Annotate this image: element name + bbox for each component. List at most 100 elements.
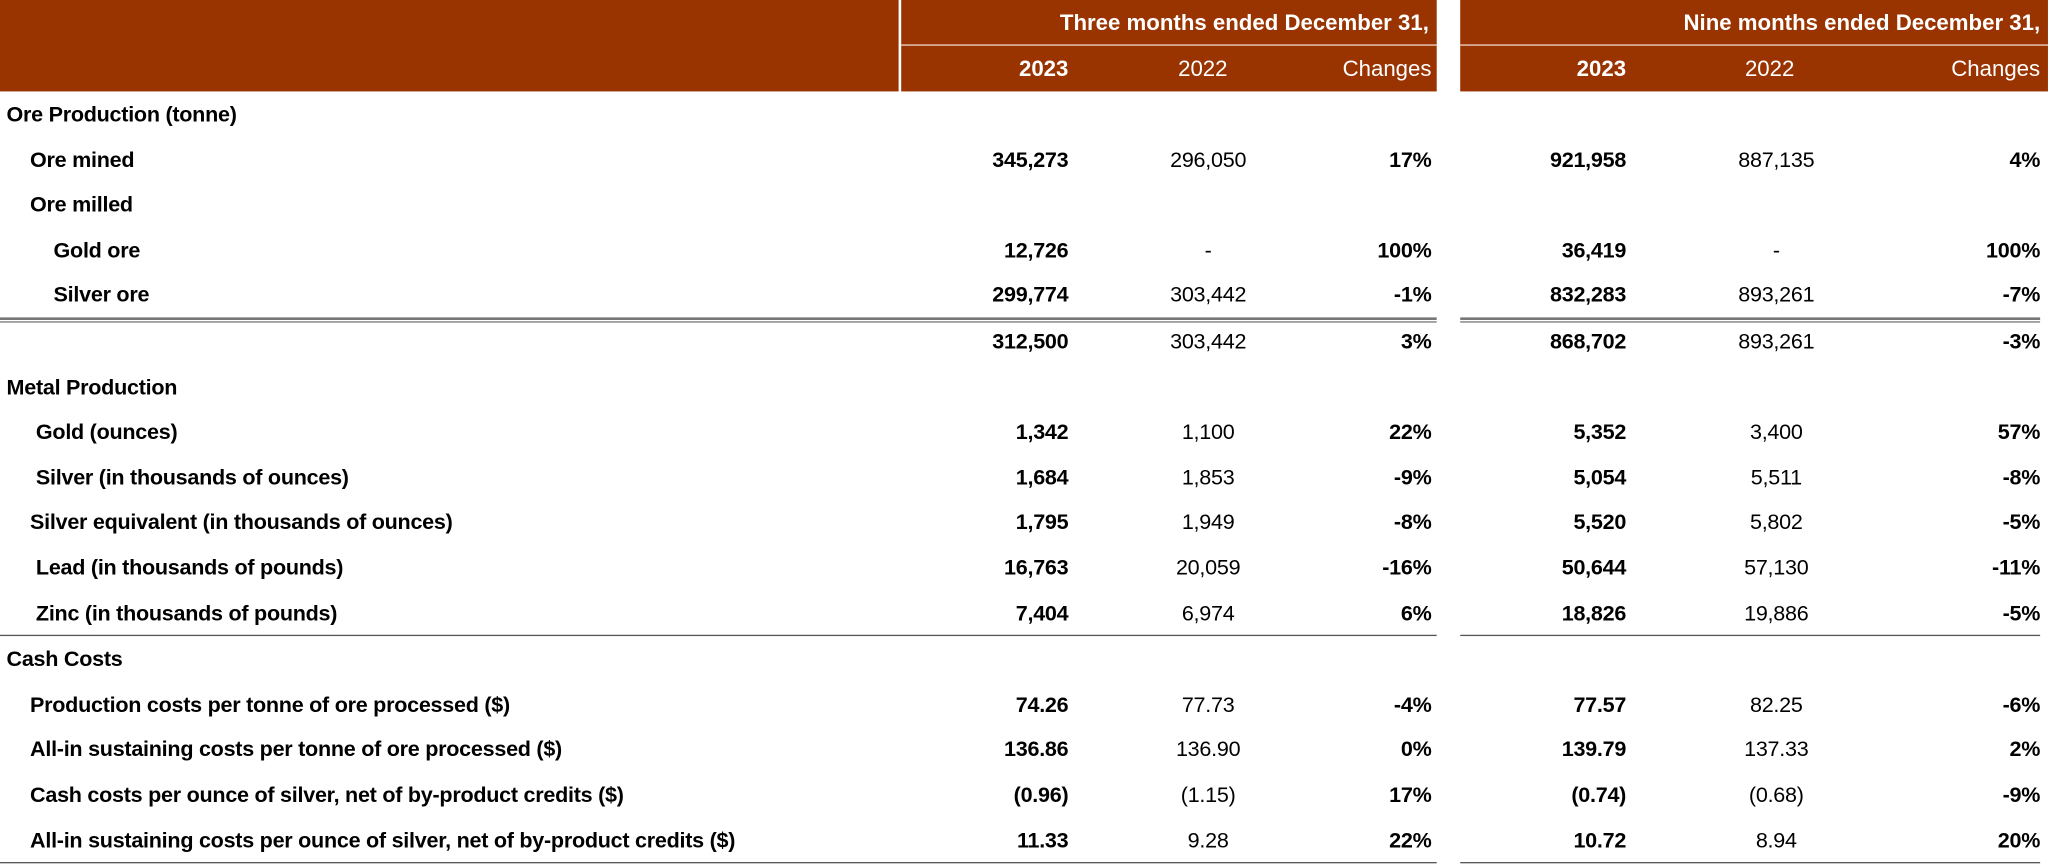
cell-q-2023: 1,684	[1015, 466, 1069, 490]
cell-q-2023: 299,774	[992, 283, 1069, 308]
table-row: All-in sustaining costs per ounce of sil…	[0, 818, 2048, 862]
cell-q-2023: 136.86	[1004, 738, 1069, 762]
cell-q-changes: 22%	[1389, 828, 1432, 853]
cell-q-2023: (0.96)	[1013, 783, 1069, 808]
cell-n-2022: 887,135	[1738, 148, 1815, 172]
cell-q-2023: 7,404	[1015, 601, 1069, 626]
cell-q-2022: -	[1204, 238, 1212, 263]
row-label: Lead (in thousands of pounds)	[35, 556, 344, 580]
cell-n-2023: 5,054	[1573, 466, 1627, 490]
col-2022: 2022	[1744, 56, 1795, 81]
cell-n-2023: 10.72	[1573, 828, 1627, 853]
table-row: Silver ore 299,774 303,442 -1% 832,283 893,26…	[0, 273, 2048, 317]
cell-n-2022: 5,511	[1750, 466, 1802, 490]
row-label: All-in sustaining costs per ounce of sil…	[30, 828, 736, 853]
cell-n-2022: (0.68)	[1748, 783, 1804, 808]
cell-n-2022: 57,130	[1744, 556, 1809, 580]
cell-q-2023: 1,795	[1015, 511, 1069, 535]
cell-q-changes: 100%	[1377, 238, 1432, 263]
cell-n-2022: 893,261	[1738, 330, 1815, 354]
cell-q-changes: 3%	[1400, 330, 1432, 354]
cell-q-changes: -9%	[1393, 466, 1432, 490]
cell-n-2023: 868,702	[1550, 330, 1627, 354]
cell-n-2022: 5,802	[1749, 511, 1803, 535]
col-changes: Changes	[1951, 56, 2041, 81]
col-2022: 2022	[1178, 56, 1228, 81]
cell-q-2023: 11.33	[1016, 828, 1069, 853]
cell-q-changes: 22%	[1389, 420, 1432, 445]
cell-n-changes: -5%	[2002, 511, 2041, 535]
row-label: Gold ore	[53, 238, 141, 263]
cell-n-changes: -8%	[2002, 466, 2041, 490]
row-label: Ore milled	[30, 193, 133, 218]
table-row: Ore milled	[0, 183, 2048, 227]
cell-n-2023: 77.57	[1573, 693, 1627, 717]
header-divider	[1460, 44, 2048, 46]
cell-n-2022: 82.25	[1749, 693, 1803, 717]
cell-n-changes: -9%	[2002, 783, 2041, 808]
cell-q-changes: 17%	[1389, 148, 1432, 172]
header-nine-months: Nine months ended December 31, 2023 2022…	[1460, 0, 2048, 92]
row-label: Silver ore	[53, 283, 150, 308]
table-row: Production costs per tonne of ore proces…	[0, 683, 2048, 727]
group-title-nine: Nine months ended December 31,	[1683, 10, 2041, 36]
col-2023: 2023	[1576, 56, 1627, 81]
cell-q-2023: 345,273	[992, 148, 1069, 172]
cell-q-changes: -4%	[1393, 693, 1432, 717]
cell-n-2023: 832,283	[1550, 283, 1627, 308]
cell-n-2023: 36,419	[1561, 238, 1627, 263]
cell-q-changes: -8%	[1393, 511, 1432, 535]
table-row: All-in sustaining costs per tonne of ore…	[0, 728, 2048, 772]
cell-n-2022: -	[1772, 238, 1780, 263]
section-heading: Cash Costs	[6, 648, 123, 672]
table-row: 312,500 303,442 3% 868,702 893,261 -3%	[0, 320, 2048, 364]
row-label: Production costs per tonne of ore proces…	[30, 693, 510, 717]
rule	[0, 862, 1437, 864]
cell-n-changes: -11%	[1992, 556, 2041, 580]
table-row: Gold ore 12,726 - 100% 36,419 - 100%	[0, 228, 2048, 272]
row-label: Silver (in thousands of ounces)	[35, 466, 349, 490]
cell-n-2023: 5,520	[1573, 511, 1627, 535]
cell-n-changes: 4%	[2009, 148, 2041, 172]
col-2023: 2023	[1018, 56, 1069, 81]
cell-n-changes: 57%	[1997, 420, 2041, 445]
header-three-months: Three months ended December 31, 2023 202…	[901, 0, 1437, 92]
cell-q-changes: 6%	[1400, 601, 1432, 626]
cell-q-changes: -16%	[1382, 556, 1432, 580]
cell-q-2022: 20,059	[1175, 556, 1241, 580]
cell-q-2023: 312,500	[992, 330, 1069, 354]
double-rule	[0, 317, 1437, 323]
cell-q-2022: 296,050	[1170, 148, 1247, 172]
cell-n-2023: 921,958	[1550, 148, 1627, 172]
cell-n-2022: 893,261	[1738, 283, 1815, 308]
cell-n-changes: -6%	[2002, 693, 2041, 717]
table-row: Metal Production	[0, 365, 2048, 409]
cell-n-2023: 18,826	[1561, 601, 1627, 626]
header-divider	[901, 44, 1437, 46]
table-row: Cash costs per ounce of silver, net of b…	[0, 773, 2048, 817]
table-row: Ore mined 345,273 296,050 17% 921,958 887,135…	[0, 138, 2048, 182]
row-label: Zinc (in thousands of pounds)	[35, 601, 338, 626]
cell-n-2023: 5,352	[1573, 420, 1627, 445]
cell-q-2022: 136.90	[1175, 738, 1241, 762]
cell-n-changes: -5%	[2002, 601, 2041, 626]
cell-q-changes: 17%	[1389, 783, 1432, 808]
cell-q-2022: 1,100	[1181, 420, 1235, 445]
rule	[0, 635, 1437, 637]
cell-n-changes: -7%	[2002, 283, 2041, 308]
cell-q-changes: -1%	[1393, 283, 1432, 308]
cell-n-changes: 2%	[2009, 738, 2041, 762]
header-blank	[0, 0, 899, 92]
row-label: All-in sustaining costs per tonne of ore…	[30, 738, 562, 762]
table-row: Gold (ounces) 1,342 1,100 22% 5,352 3,400 57%	[0, 410, 2048, 454]
row-label: Silver equivalent (in thousands of ounce…	[30, 511, 453, 535]
cell-n-2023: 139.79	[1561, 738, 1627, 762]
table-row: Silver (in thousands of ounces) 1,684 1,85…	[0, 456, 2048, 500]
col-changes: Changes	[1342, 56, 1432, 81]
double-rule	[1460, 317, 2041, 323]
cell-q-2022: 9.28	[1187, 828, 1229, 853]
row-label: Gold (ounces)	[35, 420, 178, 445]
cell-n-2023: (0.74)	[1571, 783, 1627, 808]
cell-q-2022: 303,442	[1170, 330, 1247, 354]
